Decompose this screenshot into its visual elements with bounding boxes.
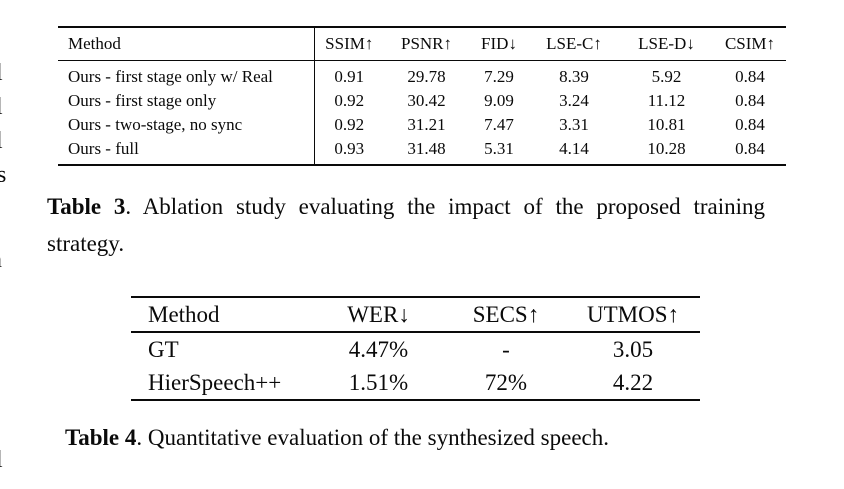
table3-caption-text: . Ablation study evaluating the impact o… xyxy=(47,194,765,256)
method-cell: Ours - first stage only w/ Real xyxy=(58,60,315,89)
table3-header-method: Method xyxy=(58,27,315,61)
value-cell: 72% xyxy=(484,369,528,395)
table3-header-fid: FID↓ xyxy=(469,27,529,61)
value-cell: 30.42 xyxy=(407,91,446,110)
value-cell: 0.84 xyxy=(735,91,765,110)
value-cell: 5.92 xyxy=(651,67,682,86)
method-cell: Ours - two-stage, no sync xyxy=(58,113,315,137)
value-cell: 4.22 xyxy=(612,369,654,395)
value-cell: 0.84 xyxy=(735,139,765,158)
table3-caption: Table 3. Ablation study evaluating the i… xyxy=(47,188,765,262)
table4-header-secs: SECS↑ xyxy=(446,297,566,333)
value-cell: 10.81 xyxy=(647,115,686,134)
table3-header-csim: CSIM↑ xyxy=(714,27,786,61)
method-cell: Ours - full xyxy=(58,137,315,165)
table4-header-method: Method xyxy=(131,297,311,333)
value-cell: 8.39 xyxy=(559,67,589,86)
table-row: Ours - first stage only w/ Real 0.91 29.… xyxy=(58,60,786,89)
value-cell: 7.47 xyxy=(484,115,514,134)
value-cell: 10.28 xyxy=(647,139,686,158)
table-row: GT 4.47% - 3.05 xyxy=(131,332,700,366)
value-cell: 4.47% xyxy=(348,336,409,362)
value-cell: 9.09 xyxy=(484,91,514,110)
clipped-letter: n xyxy=(0,248,2,272)
table3-header-psnr: PSNR↑ xyxy=(384,27,469,61)
table-row: Ours - two-stage, no sync 0.92 31.21 7.4… xyxy=(58,113,786,137)
table4-header-row: Method WER↓ SECS↑ UTMOS↑ xyxy=(131,297,700,333)
value-cell: 11.12 xyxy=(647,91,686,110)
value-cell: 7.29 xyxy=(484,67,514,86)
table4-caption: Table 4. Quantitative evaluation of the … xyxy=(65,421,609,455)
method-cell: Ours - first stage only xyxy=(58,89,315,113)
table3-caption-label: Table 3 xyxy=(47,194,126,219)
table-row: Ours - first stage only 0.92 30.42 9.09 … xyxy=(58,89,786,113)
method-cell: HierSpeech++ xyxy=(148,369,282,395)
table-row: HierSpeech++ 1.51% 72% 4.22 xyxy=(131,366,700,400)
value-cell: 3.24 xyxy=(559,91,589,110)
value-cell: 3.05 xyxy=(612,336,654,362)
value-cell: 29.78 xyxy=(407,67,446,86)
clipped-letter: l xyxy=(0,61,3,85)
clipped-letter: s xyxy=(0,162,7,188)
table3-header-lse-c: LSE-C↑ xyxy=(529,27,619,61)
value-cell: 0.91 xyxy=(334,67,365,86)
value-cell: 0.93 xyxy=(334,139,365,158)
ablation-results-table: Method SSIM↑ PSNR↑ FID↓ LSE-C↑ LSE-D↓ CS… xyxy=(58,26,786,166)
value-cell: 31.48 xyxy=(407,139,446,158)
value-cell: 1.51% xyxy=(348,369,409,395)
speech-evaluation-table: Method WER↓ SECS↑ UTMOS↑ GT 4.47% - 3.05… xyxy=(131,296,700,401)
table3-header-ssim: SSIM↑ xyxy=(314,27,384,61)
value-cell: 0.84 xyxy=(735,115,765,134)
value-cell: 5.31 xyxy=(484,139,514,158)
table4-caption-text: . Quantitative evaluation of the synthes… xyxy=(136,425,609,450)
table-row: Ours - full 0.93 31.48 5.31 4.14 10.28 0… xyxy=(58,137,786,165)
table4-header-utmos: UTMOS↑ xyxy=(566,297,700,333)
clipped-letter: l xyxy=(0,448,3,472)
value-cell: 31.21 xyxy=(407,115,446,134)
table4-caption-label: Table 4 xyxy=(65,425,137,450)
table3-header-row: Method SSIM↑ PSNR↑ FID↓ LSE-C↑ LSE-D↓ CS… xyxy=(58,27,786,61)
value-cell: 0.92 xyxy=(334,115,365,134)
value-cell: - xyxy=(502,336,510,362)
value-cell: 0.84 xyxy=(735,67,765,86)
table3-header-lse-d: LSE-D↓ xyxy=(619,27,714,61)
value-cell: 0.92 xyxy=(334,91,365,110)
value-cell: 3.31 xyxy=(559,115,589,134)
method-cell: GT xyxy=(148,336,179,362)
clipped-letter: l xyxy=(0,95,3,119)
clipped-letter: l xyxy=(0,129,3,153)
value-cell: 4.14 xyxy=(559,139,589,158)
clipped-letter: e xyxy=(0,196,1,220)
table4-header-wer: WER↓ xyxy=(311,297,446,333)
